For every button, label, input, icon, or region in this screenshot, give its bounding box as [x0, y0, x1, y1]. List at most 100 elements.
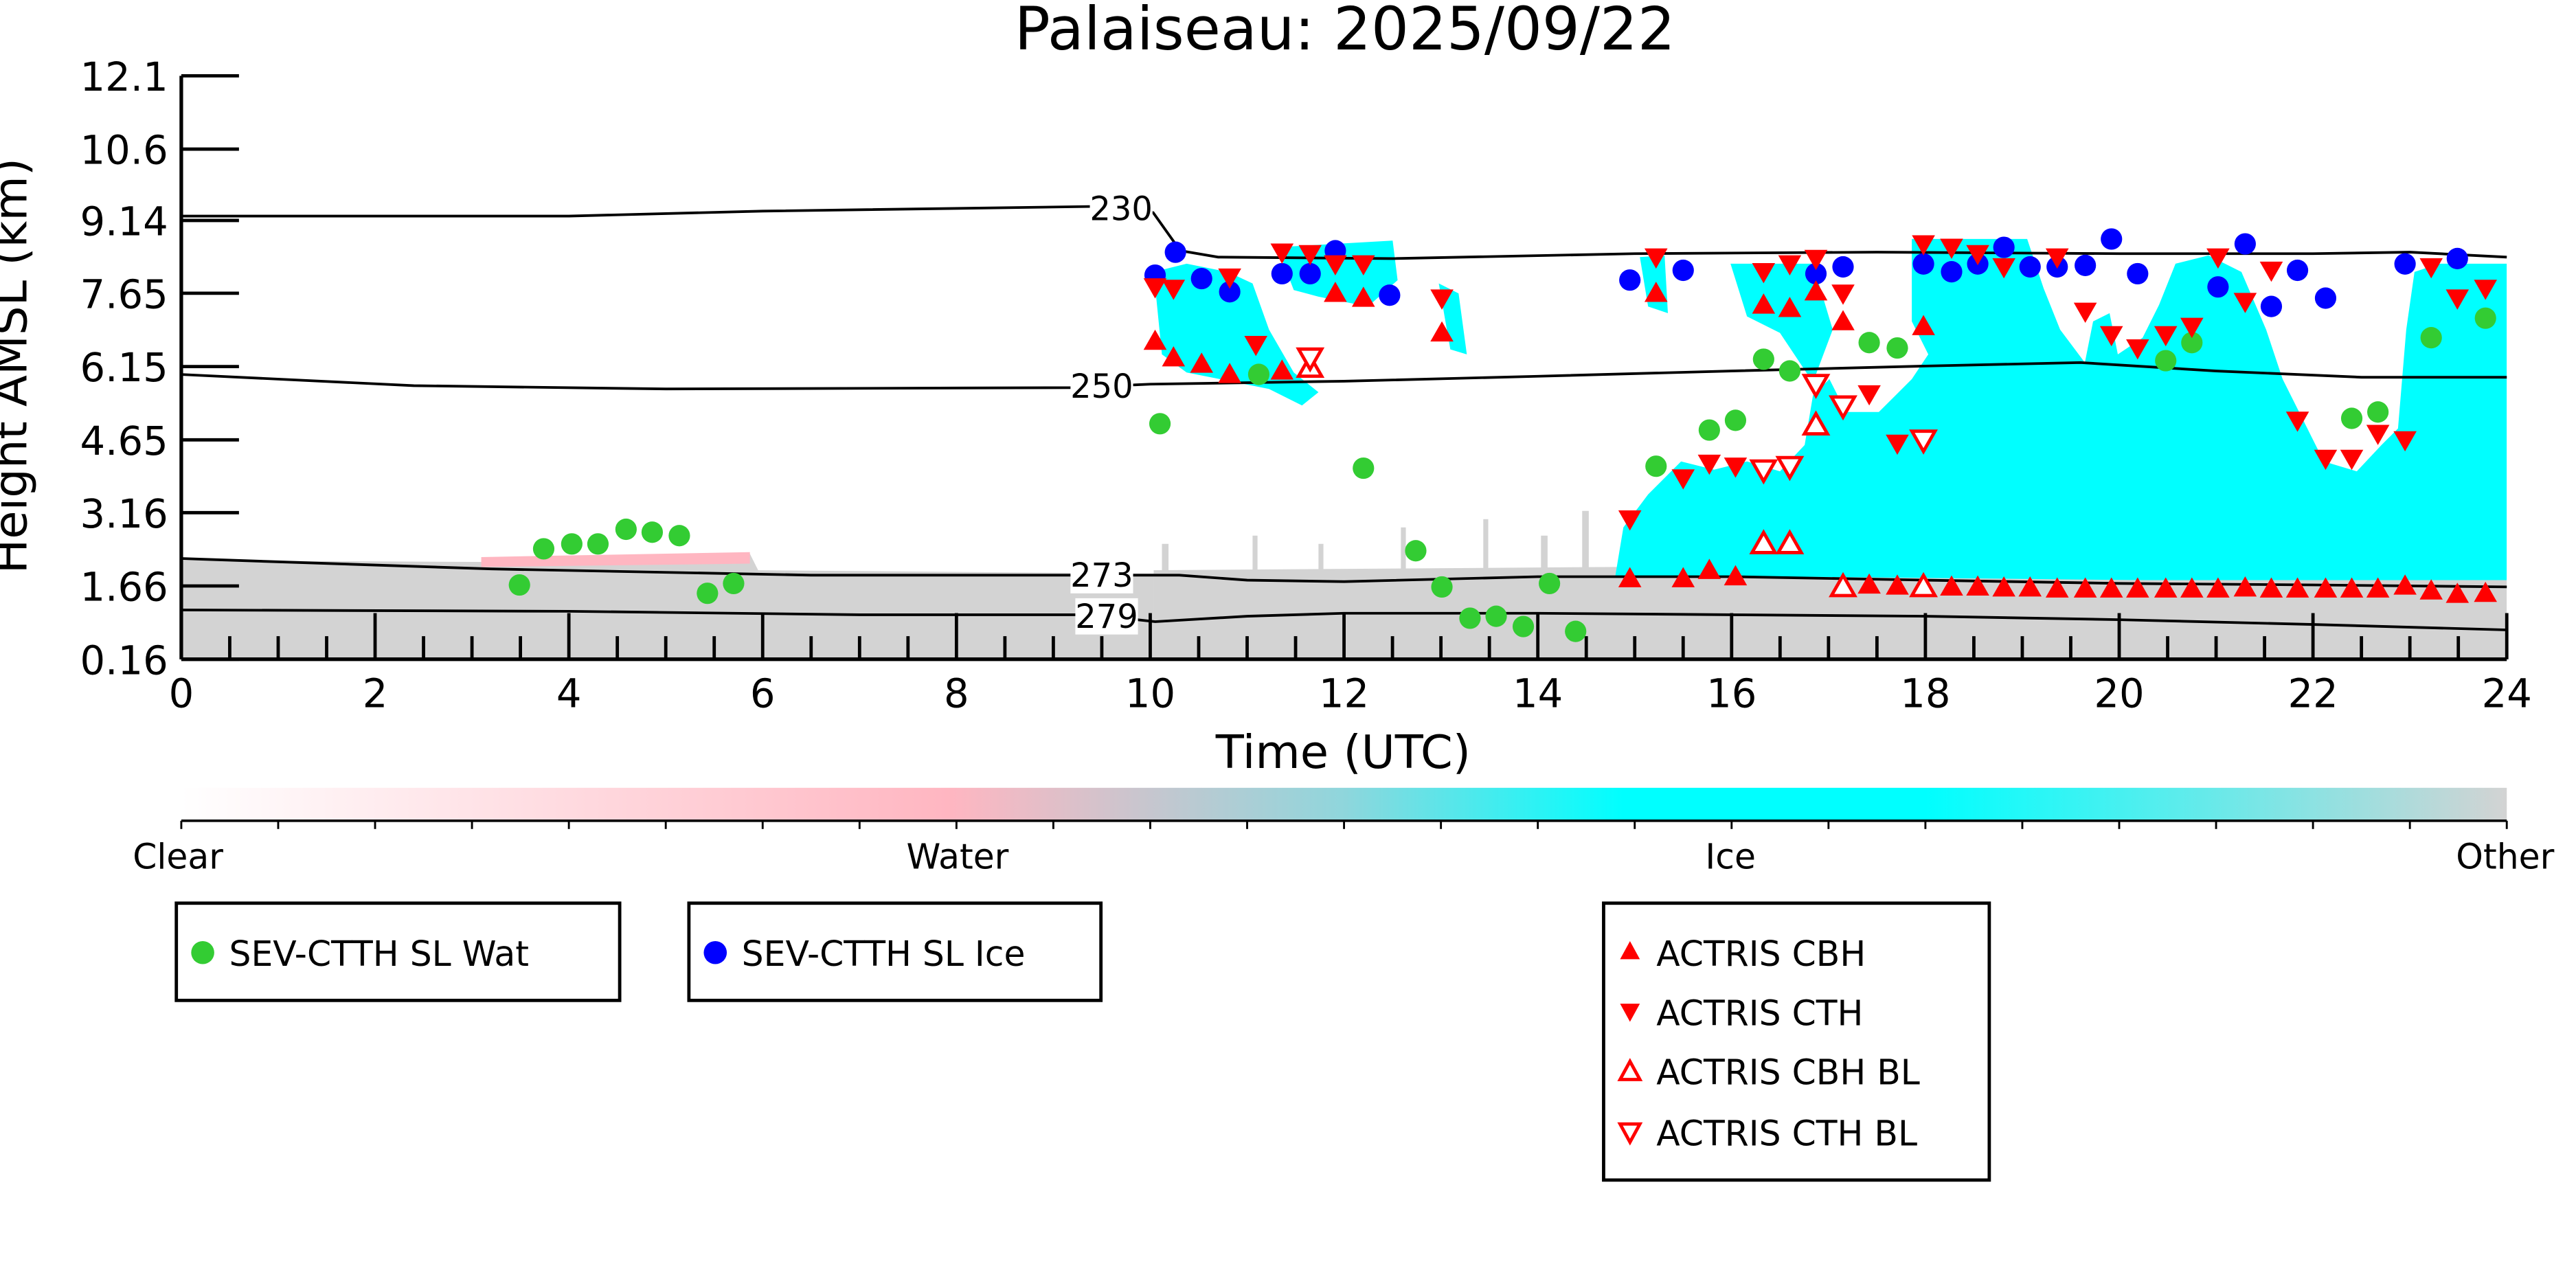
marker-actris-cbh — [1218, 363, 1241, 383]
marker-actris-cth — [1857, 385, 1881, 406]
marker-actris-cth — [1940, 238, 1963, 259]
legend-wat-label: SEV-CTTH SL Wat — [229, 934, 528, 974]
marker-sev-ctth-sl-ice — [1941, 261, 1963, 283]
marker-sev-ctth-sl-ice — [2314, 287, 2337, 309]
marker-sev-ctth-sl-wat — [723, 572, 745, 595]
marker-actris-cbh — [1324, 282, 1347, 302]
legend-cbh-bl-marker — [1617, 1058, 1643, 1081]
marker-actris-cbh — [2018, 576, 2042, 597]
marker-actris-cth — [2073, 302, 2097, 324]
marker-actris-cth — [2366, 425, 2390, 445]
marker-sev-ctth-sl-ice — [2394, 253, 2416, 275]
marker-actris-cbh — [1724, 565, 1748, 586]
x-tick-label: 20 — [2094, 670, 2144, 716]
x-tick-label: 2 — [363, 670, 388, 716]
marker-actris-cth — [1831, 284, 1855, 305]
marker-sev-ctth-sl-ice — [2234, 233, 2256, 255]
marker-actris-cbh-bl — [1909, 572, 1939, 598]
other-region-left — [181, 554, 1154, 659]
x-tick-label: 10 — [1125, 670, 1175, 716]
marker-sev-ctth-sl-ice — [1299, 262, 1321, 285]
x-tick-label: 22 — [2287, 670, 2338, 716]
contour-label-bg — [1089, 190, 1153, 227]
marker-actris-cbh — [1912, 315, 1935, 335]
marker-actris-cbh — [1190, 352, 1214, 373]
legend-cth-bl-label: ACTRIS CTH BL — [1656, 1113, 1917, 1153]
marker-sev-ctth-sl-wat — [1431, 576, 1453, 598]
y-tick-label: 0.16 — [80, 637, 168, 683]
contour-label: 230 — [1089, 190, 1153, 229]
marker-actris-cth — [1778, 255, 1802, 276]
marker-actris-cbh — [1886, 574, 1909, 595]
marker-actris-cbh — [1752, 293, 1776, 314]
marker-sev-ctth-sl-ice — [1672, 259, 1694, 282]
marker-actris-cth — [2445, 289, 2470, 310]
marker-actris-cbh — [2445, 583, 2470, 603]
legend-wat: SEV-CTTH SL Wat — [174, 901, 622, 1002]
marker-sev-ctth-sl-wat — [532, 538, 555, 560]
marker-actris-cbh — [2099, 577, 2123, 598]
marker-actris-cth — [1351, 255, 1375, 276]
marker-sev-ctth-sl-wat — [1353, 457, 1375, 479]
marker-actris-cbh-bl — [1749, 529, 1778, 554]
legend-cbh-marker — [1620, 940, 1640, 960]
marker-actris-cth — [1752, 263, 1776, 284]
marker-actris-cbh — [2180, 577, 2204, 598]
marker-actris-cbh-bl — [1775, 529, 1805, 554]
contour-line-273 — [181, 557, 2507, 589]
contour-label-bg — [1075, 598, 1138, 635]
marker-actris-cth — [2045, 248, 2069, 269]
marker-actris-cth — [2180, 317, 2204, 339]
x-axis-ticks: 0 2 4 6 8 10 12 14 16 18 20 22 24 — [169, 613, 2532, 716]
marker-sev-ctth-sl-wat — [615, 518, 637, 541]
marker-sev-ctth-sl-wat — [1752, 348, 1774, 370]
marker-sev-ctth-sl-wat — [561, 533, 583, 555]
marker-actris-cbh — [1618, 567, 1642, 587]
y-axis-label: Height AMSL (km) — [0, 158, 37, 574]
marker-actris-cbh — [1162, 346, 1186, 367]
y-axis-ticks: 0.16 1.66 3.16 4.65 6.15 7.65 9.14 10.6 12.1 — [80, 54, 239, 683]
marker-actris-cbh — [2154, 577, 2178, 598]
colorbar-ticks — [180, 820, 2508, 829]
marker-sev-ctth-sl-ice — [2446, 247, 2468, 269]
marker-actris-cth — [1218, 268, 1241, 289]
marker-actris-cth — [1886, 434, 1909, 455]
marker-actris-cth — [1298, 245, 1322, 266]
legend-ice-marker — [703, 940, 727, 964]
legend-cth-label: ACTRIS CTH — [1656, 993, 1863, 1033]
x-tick-label: 0 — [169, 670, 194, 716]
marker-sev-ctth-sl-ice — [2260, 295, 2283, 317]
marker-actris-cth — [2233, 293, 2257, 313]
marker-sev-ctth-sl-wat — [2340, 407, 2363, 429]
marker-sev-ctth-sl-wat — [1698, 419, 1720, 441]
x-tick-label: 14 — [1513, 670, 1563, 716]
marker-sev-ctth-sl-wat — [1724, 409, 1747, 431]
colorbar-label-water: Water — [906, 836, 1008, 877]
marker-sev-ctth-sl-ice — [2207, 276, 2229, 298]
ice-region — [1153, 238, 2507, 580]
marker-actris-cbh — [2366, 577, 2390, 598]
marker-actris-cth — [2126, 339, 2149, 360]
marker-sev-ctth-sl-wat — [1778, 360, 1801, 382]
legend-ice: SEV-CTTH SL Ice — [687, 901, 1103, 1002]
x-tick-label: 4 — [556, 670, 582, 716]
marker-actris-cth-bl — [1829, 395, 1857, 421]
marker-actris-cth — [2393, 431, 2417, 452]
marker-sev-ctth-sl-wat — [697, 583, 719, 605]
contour-line-250 — [181, 361, 2507, 391]
marker-actris-cbh-bl — [1829, 572, 1857, 598]
marker-actris-cbh — [1270, 359, 1294, 380]
x-tick-label: 12 — [1319, 670, 1369, 716]
marker-actris-cth — [1912, 235, 1935, 256]
marker-actris-cbh — [2126, 577, 2149, 598]
legend-actris: ACTRIS CBH ACTRIS CTH ACTRIS CBH BL ACTR… — [1602, 901, 1991, 1182]
marker-actris-cbh — [1857, 573, 1881, 594]
legend-cth-marker — [1620, 1004, 1640, 1022]
legend-wat-marker — [191, 940, 214, 964]
marker-actris-cth — [2474, 280, 2497, 300]
marker-actris-cbh — [1804, 280, 1828, 301]
marker-actris-cth — [1697, 454, 1721, 475]
marker-sev-ctth-sl-ice — [2101, 228, 2123, 250]
marker-sev-ctth-sl-wat — [508, 574, 530, 596]
